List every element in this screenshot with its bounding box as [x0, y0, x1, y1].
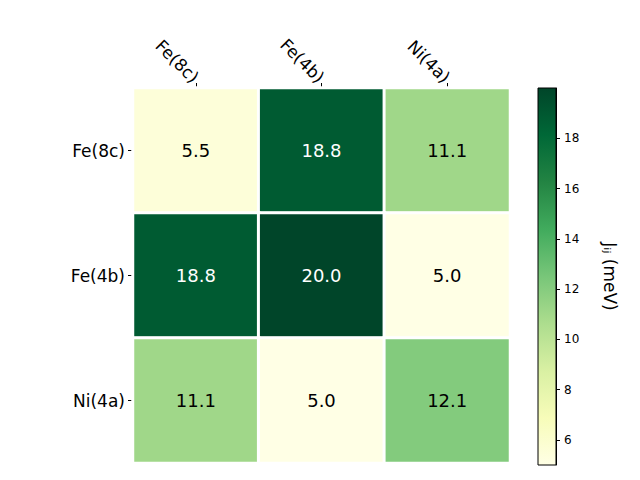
svg-text:18.8: 18.8: [176, 265, 216, 286]
svg-text:12.1: 12.1: [427, 390, 467, 411]
svg-text:5.0: 5.0: [307, 390, 336, 411]
svg-text:6: 6: [564, 433, 572, 447]
svg-text:Fe(4b): Fe(4b): [71, 266, 125, 286]
svg-text:Ni(4a): Ni(4a): [403, 36, 454, 87]
svg-text:18: 18: [564, 131, 579, 145]
svg-text:8: 8: [564, 383, 572, 397]
svg-text:Fe(8c): Fe(8c): [72, 141, 125, 161]
svg-text:10: 10: [564, 332, 579, 346]
svg-text:18.8: 18.8: [301, 140, 341, 161]
svg-text:Fe(8c): Fe(8c): [152, 36, 203, 87]
svg-text:16: 16: [564, 182, 579, 196]
svg-text:11.1: 11.1: [427, 140, 467, 161]
svg-text:11.1: 11.1: [176, 390, 216, 411]
svg-text:12: 12: [564, 282, 579, 296]
svg-text:Fe(4b): Fe(4b): [276, 35, 328, 87]
svg-text:Jᵢⱼ (meV): Jᵢⱼ (meV): [600, 241, 620, 310]
svg-text:Ni(4a): Ni(4a): [73, 391, 125, 411]
svg-text:20.0: 20.0: [301, 265, 341, 286]
svg-text:5.5: 5.5: [182, 140, 211, 161]
svg-text:5.0: 5.0: [433, 265, 462, 286]
svg-text:14: 14: [564, 232, 579, 246]
